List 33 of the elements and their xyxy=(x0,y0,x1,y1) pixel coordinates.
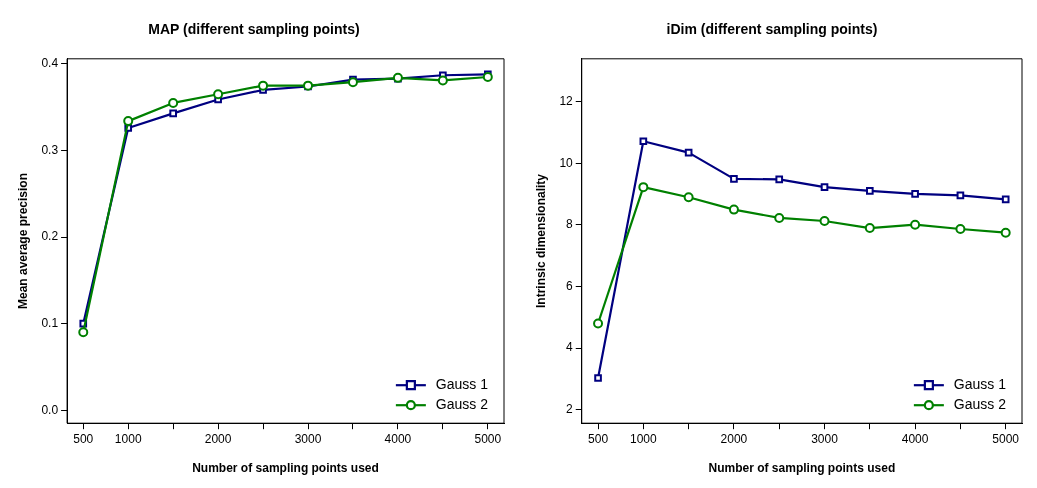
x-tick-label: 500 xyxy=(588,431,609,446)
x-tick-label: 1000 xyxy=(114,431,142,446)
x-tick-label: 500 xyxy=(73,431,94,446)
y-tick-label: 0.1 xyxy=(41,315,59,330)
x-tick-label: 4000 xyxy=(384,431,412,446)
legend-label: Gauss 2 xyxy=(435,396,489,413)
x-tick-label: 1000 xyxy=(630,431,658,446)
y-tick-label: 10 xyxy=(559,155,574,170)
y-tick-label: 8 xyxy=(566,217,574,232)
x-tick-label: 5000 xyxy=(992,431,1020,446)
x-tick-label: 2000 xyxy=(204,431,232,446)
y-tick-label: 2 xyxy=(566,401,574,416)
y-axis-title: Mean average precision xyxy=(15,172,30,310)
chart-title: MAP (different sampling points) xyxy=(148,21,360,38)
y-tick-label: 0.0 xyxy=(41,402,59,417)
legend-label: Gauss 1 xyxy=(435,376,489,393)
legend-label: Gauss 2 xyxy=(953,396,1007,413)
x-tick-label: 4000 xyxy=(901,431,929,446)
y-tick-label: 0.3 xyxy=(41,142,59,157)
y-tick-label: 0.2 xyxy=(41,229,59,244)
y-axis-title: Intrinsic dimensionality xyxy=(533,173,548,309)
y-tick-label: 0.4 xyxy=(41,56,59,71)
x-axis-title: Number of sampling points used xyxy=(192,461,379,476)
legend-label: Gauss 1 xyxy=(953,376,1007,393)
x-tick-label: 5000 xyxy=(474,431,502,446)
x-tick-label: 2000 xyxy=(720,431,748,446)
y-tick-label: 4 xyxy=(566,340,574,355)
chart-title: iDim (different sampling points) xyxy=(666,21,878,38)
y-tick-label: 6 xyxy=(566,278,574,293)
y-tick-label: 12 xyxy=(559,94,574,109)
x-tick-label: 3000 xyxy=(294,431,322,446)
x-axis-title: Number of sampling points used xyxy=(708,461,896,476)
x-tick-label: 3000 xyxy=(811,431,839,446)
